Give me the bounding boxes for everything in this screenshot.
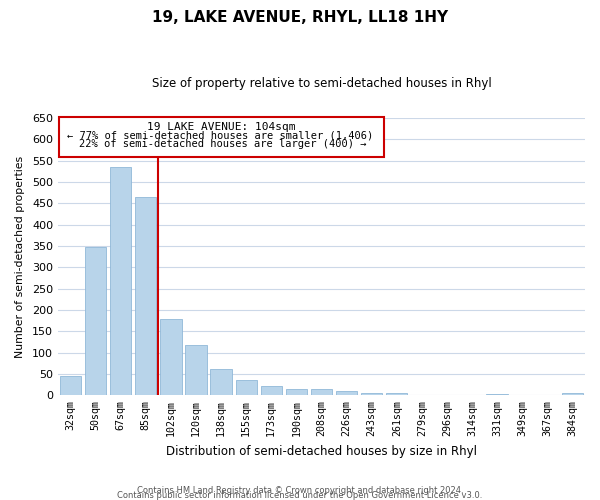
Text: 19 LAKE AVENUE: 104sqm: 19 LAKE AVENUE: 104sqm	[148, 122, 296, 132]
Text: Contains HM Land Registry data © Crown copyright and database right 2024.: Contains HM Land Registry data © Crown c…	[137, 486, 463, 495]
Bar	[311, 389, 332, 396]
Bar	[135, 197, 157, 396]
Bar	[361, 393, 382, 396]
Bar	[487, 394, 508, 396]
Bar	[110, 167, 131, 396]
Bar	[236, 380, 257, 396]
Title: Size of property relative to semi-detached houses in Rhyl: Size of property relative to semi-detach…	[152, 78, 491, 90]
Bar	[562, 393, 583, 396]
Y-axis label: Number of semi-detached properties: Number of semi-detached properties	[15, 156, 25, 358]
Bar	[185, 345, 206, 396]
X-axis label: Distribution of semi-detached houses by size in Rhyl: Distribution of semi-detached houses by …	[166, 444, 477, 458]
Bar	[260, 386, 282, 396]
FancyBboxPatch shape	[59, 117, 384, 158]
Bar	[60, 376, 81, 396]
Bar	[286, 389, 307, 396]
Text: 19, LAKE AVENUE, RHYL, LL18 1HY: 19, LAKE AVENUE, RHYL, LL18 1HY	[152, 10, 448, 25]
Text: Contains public sector information licensed under the Open Government Licence v3: Contains public sector information licen…	[118, 490, 482, 500]
Bar	[85, 247, 106, 396]
Bar	[336, 391, 357, 396]
Text: ← 77% of semi-detached houses are smaller (1,406): ← 77% of semi-detached houses are smalle…	[67, 131, 373, 141]
Bar	[160, 320, 182, 396]
Text: 22% of semi-detached houses are larger (400) →: 22% of semi-detached houses are larger (…	[79, 138, 367, 148]
Bar	[386, 393, 407, 396]
Bar	[211, 369, 232, 396]
